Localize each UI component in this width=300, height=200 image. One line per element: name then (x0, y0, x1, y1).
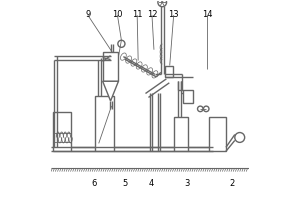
Text: 10: 10 (112, 10, 123, 19)
Bar (182, 90, 194, 103)
Text: 4: 4 (148, 179, 154, 188)
Text: 5: 5 (123, 179, 128, 188)
Bar (95, 96, 113, 151)
Text: 9: 9 (85, 10, 91, 19)
Circle shape (197, 106, 203, 112)
Text: 2: 2 (229, 179, 235, 188)
Bar (209, 117, 226, 151)
Bar (174, 117, 188, 151)
Circle shape (118, 40, 125, 47)
Text: 14: 14 (202, 10, 212, 19)
Text: 12: 12 (147, 10, 157, 19)
Text: 11: 11 (132, 10, 142, 19)
Circle shape (235, 133, 245, 142)
Circle shape (203, 106, 209, 112)
Bar (165, 66, 173, 77)
Polygon shape (103, 81, 118, 101)
Text: 13: 13 (168, 10, 179, 19)
Bar (53, 112, 71, 151)
Circle shape (158, 0, 167, 7)
Text: 3: 3 (184, 179, 189, 188)
Text: 6: 6 (91, 179, 97, 188)
Bar (103, 52, 118, 81)
